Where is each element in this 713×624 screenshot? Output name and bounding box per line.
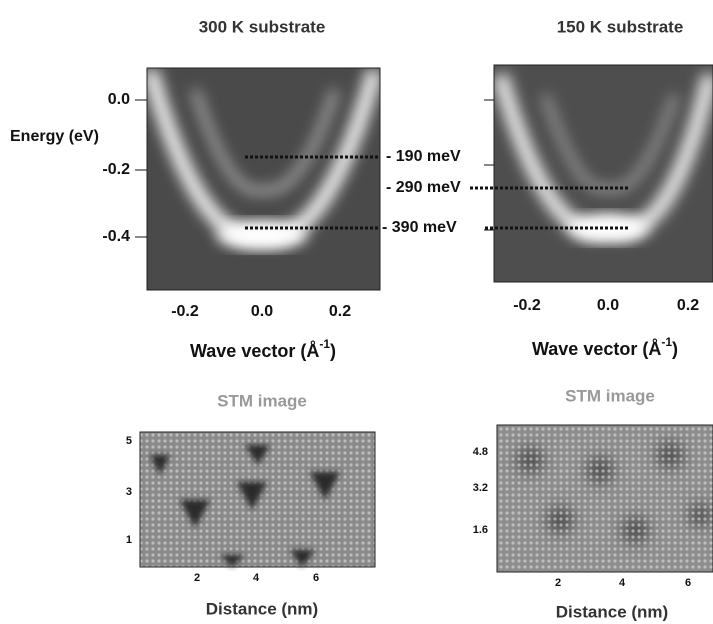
x-tick-label: -0.2 — [171, 303, 199, 320]
y-axis-label: Energy (eV) — [10, 128, 99, 145]
x-tick-label: 4 — [253, 572, 260, 584]
x-tick-label: 2 — [555, 577, 561, 589]
x-tick-label: -0.2 — [513, 297, 541, 314]
superscript: -1 — [319, 337, 330, 351]
y-tick-label: 1 — [126, 534, 132, 546]
annotation: - 290 meV — [386, 179, 461, 196]
x-tick-label: 0.2 — [677, 297, 699, 314]
y-tick-label: 0.0 — [108, 91, 130, 108]
y-tick-label: 3 — [126, 486, 132, 498]
x-axis-label: Distance (nm) — [206, 599, 318, 618]
stm-image — [497, 425, 713, 572]
x-axis-label: Wave vector (Å-1) — [532, 335, 678, 359]
y-tick-label: -0.4 — [102, 228, 130, 245]
arpes-image — [147, 68, 380, 290]
x-tick-label: 6 — [313, 572, 319, 584]
panel-title: STM image — [565, 386, 655, 405]
x-tick-label: 0.0 — [597, 297, 619, 314]
x-axis-label: Distance (nm) — [556, 602, 668, 621]
stm-image — [140, 432, 375, 567]
panel-title: 150 K substrate — [557, 17, 684, 36]
x-tick-label: 4 — [619, 577, 626, 589]
y-tick-label: -0.2 — [102, 161, 130, 178]
label-part: ) — [330, 341, 336, 361]
energy-lines — [245, 155, 630, 230]
frame — [146, 67, 381, 291]
panel-title: STM image — [217, 391, 307, 410]
y-tick-label: 1.6 — [473, 524, 488, 536]
x-tick-label: 2 — [194, 572, 200, 584]
y-tick-label: 5 — [126, 435, 132, 447]
y-tick-label: 4.8 — [473, 446, 488, 458]
frame — [493, 64, 713, 283]
y-tick-label: 3.2 — [473, 482, 488, 494]
label-part: Wave vector (Å — [190, 341, 319, 361]
arpes-image — [494, 65, 713, 282]
frame — [139, 431, 376, 568]
x-axis-label: Wave vector (Å-1) — [190, 337, 336, 361]
label-part: ) — [672, 339, 678, 359]
superscript: -1 — [661, 335, 672, 349]
x-tick-label: 0.2 — [329, 303, 351, 320]
panel-title: 300 K substrate — [199, 17, 326, 36]
x-tick-label: 6 — [685, 577, 691, 589]
frame — [496, 424, 713, 573]
annotation: - 390 meV — [382, 219, 457, 236]
annotation: - 190 meV — [386, 148, 461, 165]
label-part: Wave vector (Å — [532, 339, 661, 359]
x-tick-label: 0.0 — [251, 303, 273, 320]
